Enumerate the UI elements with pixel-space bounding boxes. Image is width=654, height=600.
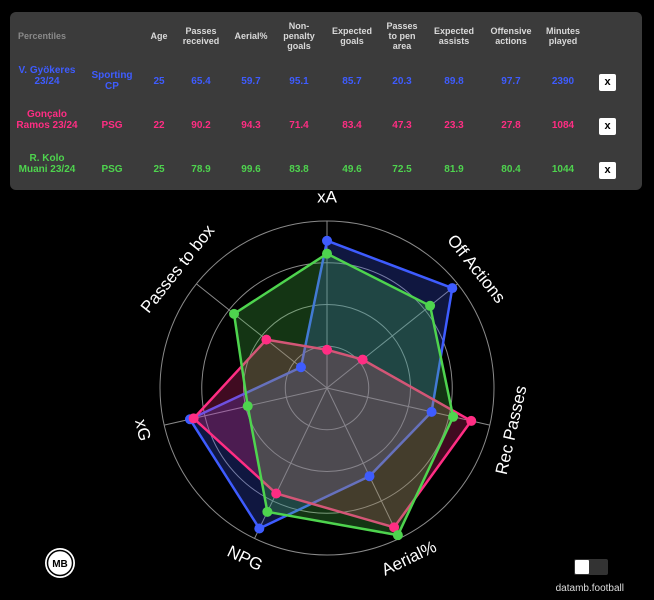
player-club: PSG (101, 164, 123, 175)
header-aerial: Aerial% (234, 31, 268, 41)
cell-aerial: 99.6 (241, 164, 261, 175)
header-passes-to-pen-area: Passes to pen area (386, 21, 418, 51)
data-point (392, 530, 403, 541)
player-name: V. Gyökeres 23/24 (18, 65, 76, 87)
axis-label: Rec Passes (492, 384, 531, 477)
cell-npg: 71.4 (289, 120, 309, 131)
cell-passes-pen-area: 47.3 (392, 120, 412, 131)
series-polygon (232, 252, 455, 537)
data-point (364, 471, 375, 482)
data-point (271, 488, 282, 499)
cell-passes-pen-area: 72.5 (392, 164, 412, 175)
header-minutes-played: Minutes played (545, 26, 580, 46)
data-point (242, 401, 253, 412)
cell-off-actions: 80.4 (501, 164, 521, 175)
axis-label: xA (317, 187, 338, 206)
data-point (295, 362, 306, 373)
data-point (357, 354, 368, 365)
cell-aerial: 59.7 (241, 76, 261, 87)
cell-minutes: 1084 (551, 120, 575, 131)
data-point (229, 308, 240, 319)
data-point (322, 248, 332, 259)
cell-off-actions: 27.8 (501, 120, 521, 131)
cell-age: 22 (153, 120, 165, 131)
data-point (322, 235, 332, 246)
data-point (447, 283, 458, 294)
series-polygon (191, 338, 474, 529)
cell-xa: 89.8 (444, 76, 464, 87)
header-offensive-actions: Offensive actions (490, 26, 532, 46)
cell-passes-received: 90.2 (191, 120, 211, 131)
cell-age: 25 (153, 164, 165, 175)
player-club: Sporting CP (91, 70, 133, 92)
header-passes-received: Passes received (182, 26, 220, 46)
grid-spoke (196, 283, 328, 389)
data-point (322, 344, 332, 355)
data-point (254, 523, 265, 534)
comparison-table: Percentiles Age Passes received Aerial% … (10, 12, 642, 190)
data-point (466, 415, 477, 426)
data-point (261, 334, 272, 345)
remove-player-button[interactable]: x (599, 74, 616, 91)
axis-label: Passes to box (137, 221, 219, 317)
axis-label: NPG (224, 542, 265, 575)
cell-minutes: 2390 (551, 76, 575, 87)
cell-npg: 83.8 (289, 164, 309, 175)
axis-label: xG (131, 417, 154, 442)
cell-off-actions: 97.7 (501, 76, 521, 87)
cell-passes-received: 78.9 (191, 164, 211, 175)
remove-player-button[interactable]: x (599, 162, 616, 179)
brand-label: datamb.football (555, 583, 624, 594)
cell-xg: 83.4 (342, 120, 362, 131)
series-polygon (188, 239, 454, 531)
logo-text: MB (52, 559, 68, 570)
toggle-knob (575, 560, 589, 574)
header-age: Age (150, 31, 168, 41)
data-point (426, 406, 437, 417)
data-point (389, 522, 400, 533)
player-name: R. Kolo Muani 23/24 (18, 153, 76, 175)
data-point (425, 300, 436, 311)
data-point (188, 413, 199, 424)
grid-spoke (326, 387, 400, 539)
theme-toggle[interactable] (574, 559, 608, 575)
radar-series (184, 235, 477, 541)
data-point (262, 506, 273, 517)
grid-spoke (326, 387, 490, 426)
cell-aerial: 94.3 (241, 120, 261, 131)
cell-xa: 81.9 (444, 164, 464, 175)
header-non-penalty-goals: Non-penalty goals (283, 21, 315, 51)
datamb-logo-icon: MB (45, 548, 75, 578)
cell-npg: 95.1 (289, 76, 309, 87)
cell-passes-received: 65.4 (191, 76, 211, 87)
header-expected-assists: Expected assists (433, 26, 475, 46)
data-point (448, 411, 459, 422)
cell-age: 25 (153, 76, 165, 87)
cell-xa: 23.3 (444, 120, 464, 131)
cell-xg: 85.7 (342, 76, 362, 87)
grid-spoke (326, 283, 458, 389)
axis-label: Off Actions (443, 231, 509, 307)
cell-minutes: 1044 (551, 164, 575, 175)
cell-xg: 49.6 (342, 164, 362, 175)
cell-passes-pen-area: 20.3 (392, 76, 412, 87)
remove-player-button[interactable]: x (599, 118, 616, 135)
player-name: Gonçalo Ramos 23/24 (16, 109, 78, 131)
header-expected-goals: Expected goals (331, 26, 373, 46)
table-corner-label: Percentiles (18, 31, 67, 41)
player-club: PSG (101, 120, 123, 131)
